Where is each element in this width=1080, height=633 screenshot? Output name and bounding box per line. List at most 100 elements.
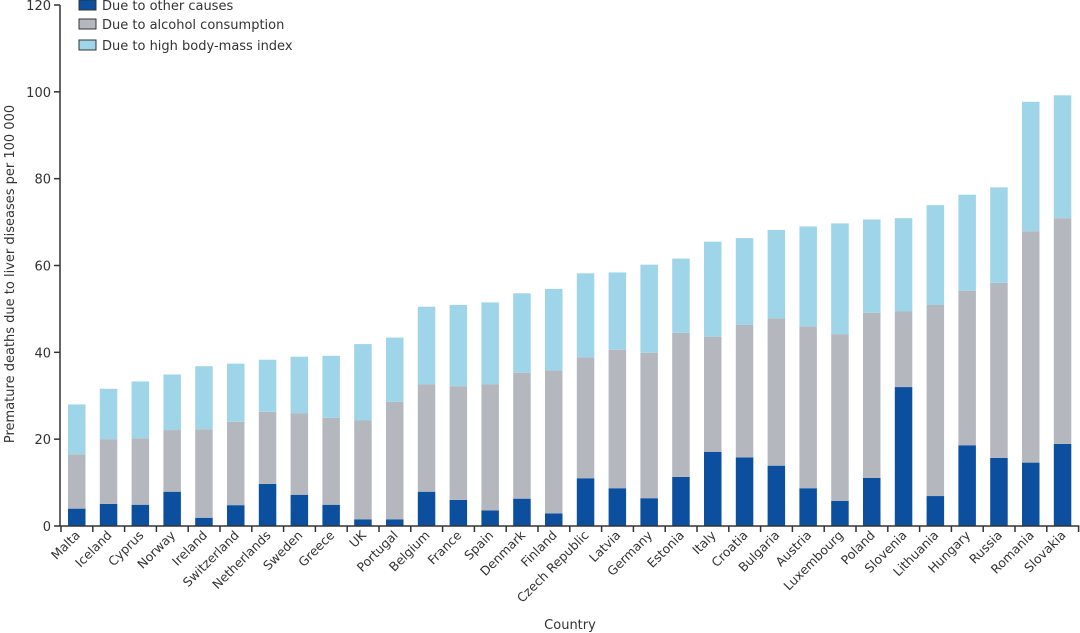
y-tick-label: 0 bbox=[43, 520, 51, 535]
bar-segment-alcohol bbox=[1053, 218, 1072, 444]
bar-segment-other-causes bbox=[481, 510, 499, 526]
bar-segment-alcohol bbox=[322, 417, 340, 505]
legend-label: Due to other causes bbox=[102, 0, 233, 14]
bar-stack bbox=[990, 187, 1008, 526]
legend-item: Due to alcohol consumption bbox=[78, 18, 284, 33]
bar-segment-high-bmi bbox=[640, 264, 658, 353]
bar-stack bbox=[831, 223, 849, 526]
bar-segment-high-bmi bbox=[1022, 101, 1040, 232]
bar-segment-alcohol bbox=[354, 420, 372, 520]
bar-stack bbox=[640, 264, 658, 526]
y-tick-label: 100 bbox=[26, 86, 51, 101]
bar-segment-other-causes bbox=[449, 499, 468, 526]
bar-segment-alcohol bbox=[926, 305, 945, 497]
bar-segment-other-causes bbox=[258, 483, 277, 526]
bar-segment-high-bmi bbox=[417, 306, 436, 385]
bar-segment-alcohol bbox=[481, 384, 499, 511]
bar-segment-high-bmi bbox=[735, 238, 754, 325]
bar-segment-alcohol bbox=[990, 282, 1008, 458]
y-tick-label: 80 bbox=[34, 173, 51, 188]
x-axis-title: Country bbox=[544, 618, 596, 633]
bar-segment-alcohol bbox=[576, 357, 595, 479]
x-tick-label: France bbox=[424, 527, 464, 567]
bar-segment-high-bmi bbox=[672, 258, 690, 333]
bar-segment-high-bmi bbox=[576, 273, 595, 358]
bar-segment-alcohol bbox=[831, 334, 849, 501]
y-tick-label: 60 bbox=[34, 260, 51, 275]
legend-swatch bbox=[78, 39, 97, 51]
bar-segment-alcohol bbox=[608, 349, 627, 489]
bar-segment-high-bmi bbox=[68, 404, 86, 455]
bar-segment-other-causes bbox=[354, 519, 372, 526]
bar-segment-alcohol bbox=[449, 386, 468, 500]
bar-segment-alcohol bbox=[290, 413, 309, 495]
bar-segment-alcohol bbox=[513, 372, 531, 499]
bar-segment-other-causes bbox=[1022, 462, 1040, 526]
bar-stack bbox=[576, 273, 595, 526]
bar-stack bbox=[258, 359, 277, 526]
bar-segment-other-causes bbox=[545, 513, 563, 526]
bar-segment-high-bmi bbox=[958, 194, 976, 291]
bar-stack bbox=[735, 238, 754, 526]
bar-segment-alcohol bbox=[68, 454, 86, 509]
bar-stack bbox=[958, 194, 976, 526]
bar-segment-high-bmi bbox=[99, 388, 118, 440]
bar-segment-other-causes bbox=[863, 477, 881, 526]
bar-segment-high-bmi bbox=[799, 226, 817, 327]
bar-segment-other-causes bbox=[990, 457, 1008, 526]
bar-segment-high-bmi bbox=[545, 288, 563, 371]
bar-segment-alcohol bbox=[640, 352, 658, 499]
bar-segment-alcohol bbox=[799, 326, 817, 489]
bar-segment-alcohol bbox=[958, 290, 976, 446]
bar-stack bbox=[163, 374, 181, 526]
bar-segment-high-bmi bbox=[195, 366, 213, 430]
legend-swatch bbox=[78, 18, 97, 30]
bar-segment-alcohol bbox=[163, 430, 181, 492]
y-ticks: 0 20 40 60 80 100 120 bbox=[26, 0, 60, 535]
bar-segment-high-bmi bbox=[863, 219, 881, 313]
bar-segment-alcohol bbox=[672, 332, 690, 477]
bar-segment-other-causes bbox=[195, 517, 213, 526]
bar-stack bbox=[545, 288, 563, 526]
bar-stack bbox=[290, 356, 309, 526]
bar-segment-high-bmi bbox=[163, 374, 181, 431]
bar-segment-other-causes bbox=[894, 387, 913, 526]
legend-item: Due to high body-mass index bbox=[78, 39, 293, 54]
bar-segment-other-causes bbox=[99, 503, 118, 526]
bar-segment-other-causes bbox=[799, 488, 817, 526]
bar-segment-other-causes bbox=[926, 496, 945, 526]
bar-segment-alcohol bbox=[894, 311, 913, 388]
bar-stack bbox=[449, 305, 468, 526]
bar-stack bbox=[227, 363, 245, 526]
bar-stack bbox=[863, 219, 881, 526]
bar-segment-other-causes bbox=[608, 488, 627, 526]
bar-segment-alcohol bbox=[195, 429, 213, 518]
bar-segment-alcohol bbox=[545, 370, 563, 514]
bar-segment-alcohol bbox=[735, 324, 754, 458]
bar-stack bbox=[894, 218, 913, 526]
bar-segment-other-causes bbox=[163, 491, 181, 526]
bar-segment-high-bmi bbox=[894, 218, 913, 312]
bar-stack bbox=[481, 302, 499, 526]
bar-segment-high-bmi bbox=[926, 205, 945, 306]
x-tick-label: Greece bbox=[295, 527, 337, 569]
bar-segment-high-bmi bbox=[131, 381, 150, 439]
bar-segment-other-causes bbox=[735, 457, 754, 526]
bar-stack bbox=[608, 272, 627, 526]
legend-label: Due to alcohol consumption bbox=[102, 18, 284, 33]
bar-segment-other-causes bbox=[1053, 443, 1072, 526]
bar-segment-high-bmi bbox=[290, 356, 309, 414]
bar-segment-other-causes bbox=[767, 465, 786, 526]
bar-stack bbox=[131, 381, 150, 526]
bar-segment-high-bmi bbox=[990, 187, 1008, 283]
bar-segment-other-causes bbox=[131, 504, 150, 526]
bar-segment-high-bmi bbox=[831, 223, 849, 335]
bar-segment-other-causes bbox=[958, 445, 976, 526]
bar-segment-high-bmi bbox=[1053, 95, 1072, 219]
bar-stack bbox=[99, 388, 118, 526]
bar-segment-high-bmi bbox=[322, 355, 340, 418]
bar-segment-high-bmi bbox=[704, 241, 722, 337]
bar-segment-alcohol bbox=[227, 421, 245, 506]
x-ticks: MaltaIcelandCyprusNorwayIrelandSwitzerla… bbox=[48, 526, 1080, 605]
